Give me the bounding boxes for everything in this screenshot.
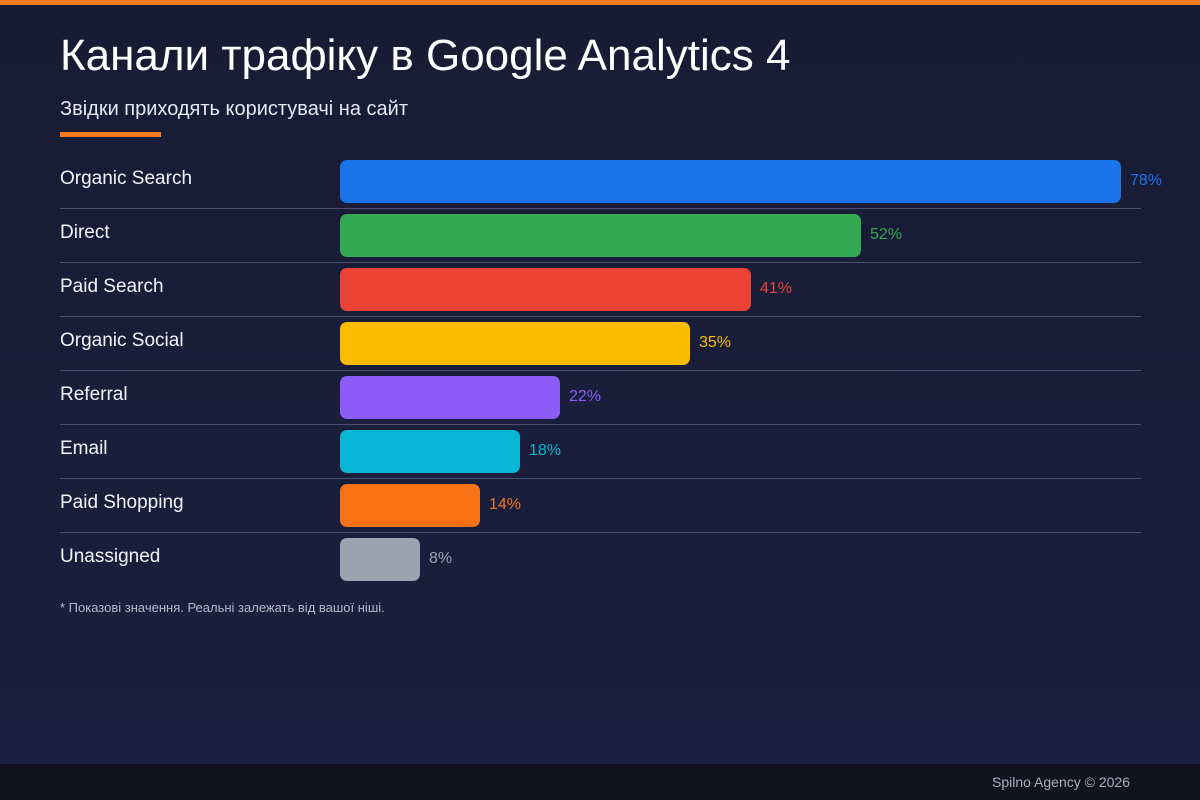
row-divider [60, 532, 1141, 533]
bar [340, 484, 480, 527]
bar [340, 268, 751, 311]
category-label: Direct [60, 222, 110, 243]
bar-value-label: 22% [569, 388, 602, 405]
footer-bar: Spilno Agency © 2026 [0, 764, 1200, 800]
bar [340, 322, 690, 365]
bar-value-label: 8% [429, 550, 453, 567]
row-divider [60, 316, 1141, 317]
bar [340, 376, 560, 419]
bar-value-label: 78% [1130, 172, 1163, 189]
bar [340, 214, 861, 257]
top-accent-bar [0, 0, 1200, 5]
bar-value-label: 18% [529, 442, 562, 459]
bar [340, 538, 420, 581]
category-label: Organic Search [60, 168, 193, 189]
title-underline [60, 132, 161, 137]
row-divider [60, 370, 1141, 371]
bar [340, 430, 520, 473]
row-divider [60, 208, 1141, 209]
category-label: Email [60, 438, 108, 459]
footnote: * Показові значення. Реальні залежать ві… [60, 600, 385, 615]
row-divider [60, 478, 1141, 479]
bar-value-label: 41% [760, 280, 793, 297]
category-label: Unassigned [60, 546, 161, 567]
category-label: Paid Search [60, 276, 164, 297]
page-title: Канали трафіку в Google Analytics 4 [60, 31, 791, 80]
category-label: Paid Shopping [60, 492, 184, 513]
bar-value-label: 52% [870, 226, 903, 243]
footer-copyright: Spilno Agency © 2026 [992, 774, 1130, 790]
bar-value-label: 14% [489, 496, 522, 513]
bar-value-label: 35% [699, 334, 732, 351]
category-label: Organic Social [60, 330, 184, 351]
row-divider [60, 424, 1141, 425]
page-subtitle: Звідки приходять користувачі на сайт [60, 98, 408, 120]
category-label: Referral [60, 384, 128, 405]
row-divider [60, 262, 1141, 263]
bar [340, 160, 1121, 203]
